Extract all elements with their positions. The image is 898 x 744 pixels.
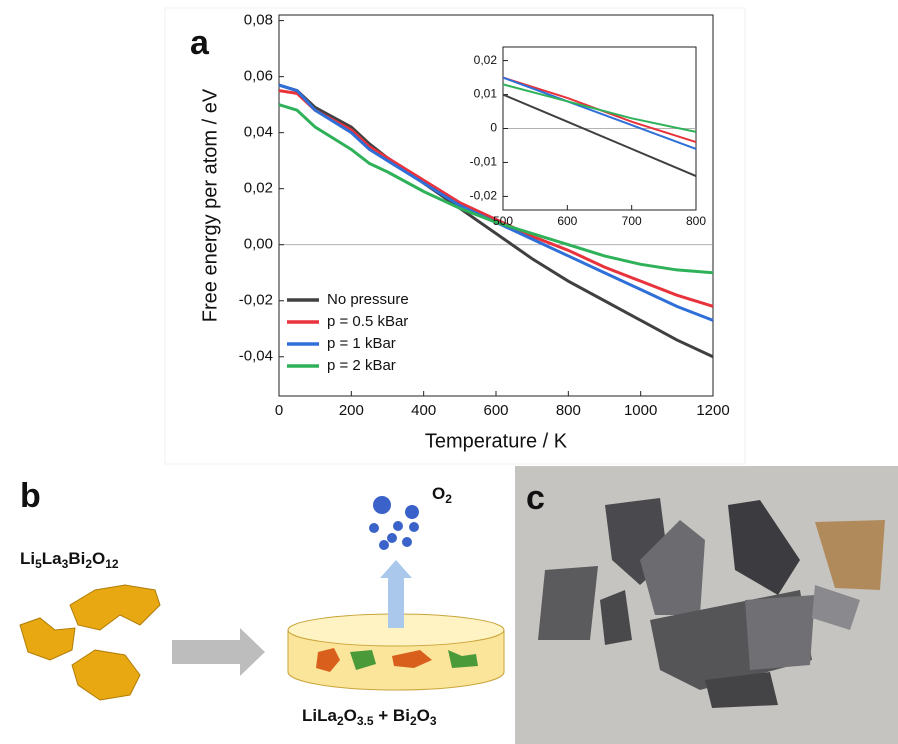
x-tick-label: 800 (556, 402, 581, 419)
formula-part: O (432, 484, 445, 503)
reactant-formula: Li5La3Bi2O12 (20, 549, 119, 571)
y-tick-label: 0,08 (244, 12, 273, 29)
x-tick-label: 1000 (624, 402, 657, 419)
y-axis-label: Free energy per atom / eV (199, 88, 221, 322)
reactant-crystals (20, 585, 160, 700)
x-tick-label: 0 (275, 402, 283, 419)
gas-formula: O2 (432, 484, 452, 506)
x-tick-label: 800 (686, 214, 706, 228)
y-tick-label: -0,02 (239, 292, 273, 309)
x-tick-label: 1200 (696, 402, 729, 419)
panel-label: c (526, 479, 545, 517)
y-tick-label: -0,01 (470, 155, 498, 169)
legend-label: p = 2 kBar (327, 357, 396, 374)
photo (515, 466, 898, 744)
formula-part: La (42, 549, 62, 568)
formula-part: + Bi (374, 706, 410, 725)
x-tick-label: 600 (557, 214, 577, 228)
reaction-arrow (172, 628, 265, 676)
x-axis-label: Temperature / K (425, 430, 568, 452)
formula-part: LiLa (302, 706, 337, 725)
subscript: 12 (105, 557, 119, 571)
legend-label: p = 0.5 kBar (327, 313, 408, 330)
panel-label: b (20, 477, 41, 515)
formula-part: O (92, 549, 105, 568)
y-tick-label: -0,02 (470, 189, 498, 203)
legend-label: p = 1 kBar (327, 335, 396, 352)
formula-part: Li (20, 549, 35, 568)
x-tick-label: 400 (411, 402, 436, 419)
panel-label: a (190, 24, 210, 62)
y-tick-label: 0,02 (474, 53, 498, 67)
oxygen-bubbles (369, 496, 419, 550)
y-tick-label: 0,00 (244, 236, 273, 253)
subscript: 2 (445, 492, 452, 506)
x-tick-label: 200 (339, 402, 364, 419)
y-tick-label: -0,04 (239, 348, 273, 365)
y-tick-label: 0,04 (244, 124, 273, 141)
subscript: 3 (430, 714, 437, 728)
formula-part: Bi (68, 549, 85, 568)
subscript: 3.5 (357, 714, 374, 728)
x-tick-label: 500 (493, 214, 513, 228)
y-tick-label: 0,02 (244, 180, 273, 197)
y-tick-label: 0,01 (474, 87, 498, 101)
y-tick-label: 0,06 (244, 68, 273, 85)
product-formula: LiLa2O3.5 + Bi2O3 (302, 706, 437, 728)
legend-label: No pressure (327, 291, 409, 308)
x-tick-label: 700 (622, 214, 642, 228)
figure: a b Li5La3Bi2O12 O2 LiLa2O3.5 + Bi2O3 (0, 0, 898, 744)
formula-part: O (417, 706, 430, 725)
formula-part: O (344, 706, 357, 725)
x-tick-label: 600 (483, 402, 508, 419)
y-tick-label: 0 (490, 121, 497, 135)
